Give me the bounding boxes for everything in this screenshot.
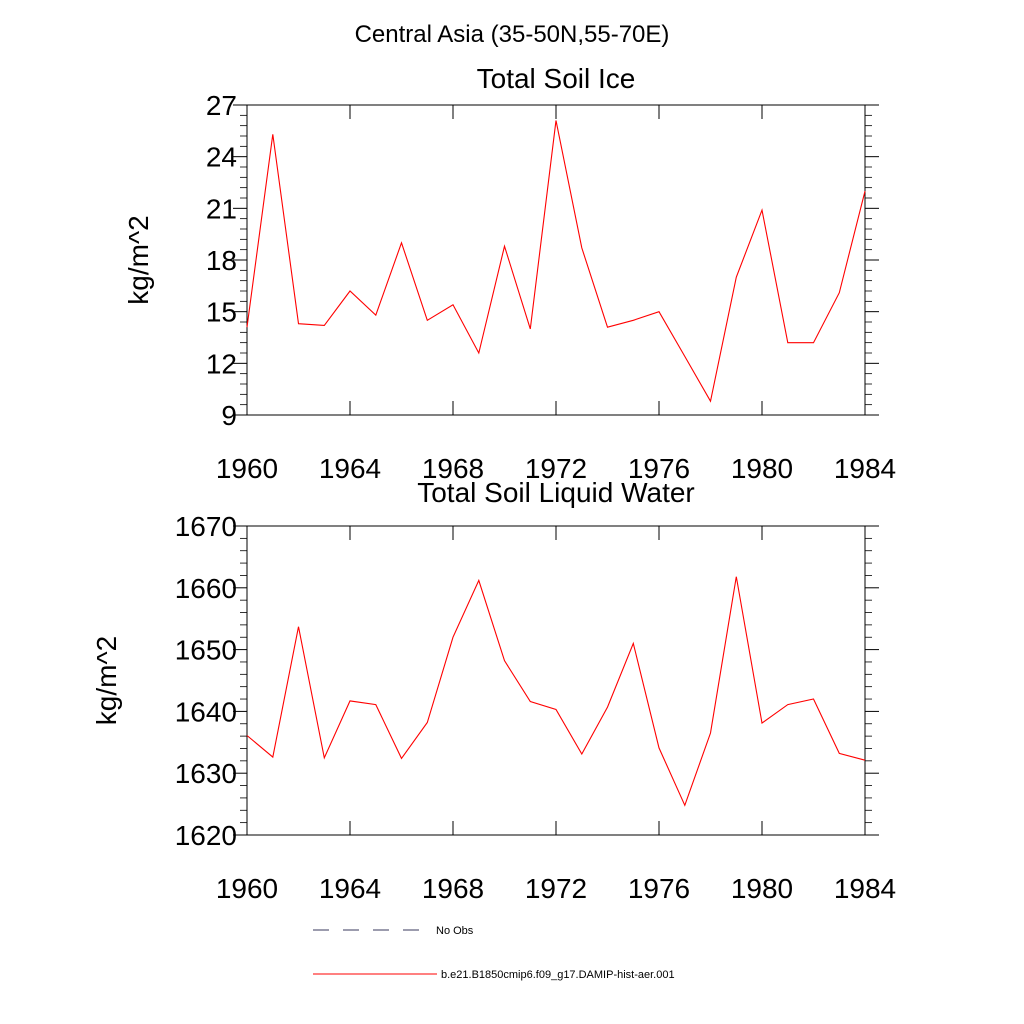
y-tick-label: 12 (206, 348, 237, 379)
plot-frame (246, 525, 866, 836)
legend-label-0: No Obs (436, 925, 474, 937)
y-tick-label: 1660 (175, 573, 237, 604)
y-axis-label: kg/m^2 (123, 215, 154, 304)
x-tick-label: 1964 (319, 873, 381, 904)
figure-title: Central Asia (35-50N,55-70E) (355, 21, 670, 48)
x-tick-label: 1976 (628, 873, 690, 904)
x-tick-label: 1960 (216, 873, 278, 904)
x-tick-label: 1972 (525, 453, 587, 484)
series-line (246, 120, 866, 403)
panel-total-soil-liquid-water: Total Soil Liquid Water 1960 1964 1968 1972 1… (91, 477, 896, 904)
x-tick-label: 1984 (834, 453, 896, 484)
x-tick-label: 1980 (731, 873, 793, 904)
plot-frame (246, 104, 866, 416)
panel-title: Total Soil Ice (477, 63, 636, 94)
y-tick-label: 1630 (175, 758, 237, 789)
legend-label-1: b.e21.B1850cmip6.f09_g17.DAMIP-hist-aer.… (441, 969, 675, 981)
y-tick-label: 15 (206, 297, 237, 328)
x-tick-label: 1980 (731, 453, 793, 484)
x-tick-label: 1960 (216, 453, 278, 484)
y-tick-label: 18 (206, 245, 237, 276)
y-tick-label: 1620 (175, 820, 237, 851)
series-line (246, 576, 866, 807)
x-tick-label: 1964 (319, 453, 381, 484)
y-tick-label: 21 (206, 193, 237, 224)
y-tick-label: 1640 (175, 696, 237, 727)
x-tick-label: 1972 (525, 873, 587, 904)
x-tick-label: 1976 (628, 453, 690, 484)
y-tick-label: 24 (206, 142, 237, 173)
panel-total-soil-ice: Total Soil Ice 1960 1964 1968 1972 1976 1980 19… (123, 63, 896, 484)
legend: No Obs b.e21.B1850cmip6.f09_g17.DAMIP-his… (313, 925, 675, 981)
y-tick-label: 1650 (175, 635, 237, 666)
y-tick-label: 27 (206, 90, 237, 121)
y-tick-label: 9 (221, 400, 237, 431)
y-tick-label: 1670 (175, 511, 237, 542)
panel-title: Total Soil Liquid Water (417, 477, 695, 508)
x-tick-label: 1968 (422, 453, 484, 484)
y-axis-label: kg/m^2 (91, 636, 122, 725)
x-tick-label: 1968 (422, 873, 484, 904)
x-tick-label: 1984 (834, 873, 896, 904)
